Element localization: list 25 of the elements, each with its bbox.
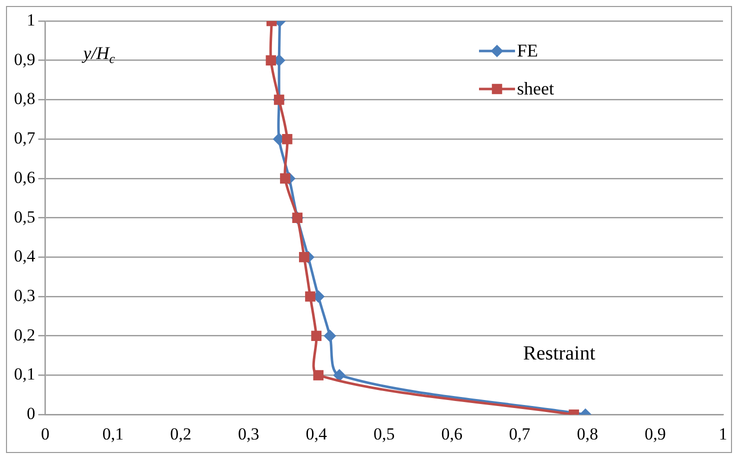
y-tick-label: 0,8: [14, 89, 36, 108]
annotation: Restraint: [523, 342, 596, 364]
x-tick-label: 0,5: [374, 424, 395, 444]
y-tick-label: 0,7: [14, 128, 36, 148]
x-tick-label: 0,8: [576, 424, 598, 444]
y-tick-label: 0,6: [14, 168, 36, 187]
legend-label: FE: [517, 40, 538, 61]
y-tick-label: 0,3: [14, 286, 36, 305]
x-tick-label: 0,7: [509, 424, 531, 444]
x-tick-label: 0,9: [644, 424, 666, 444]
x-tick-label: 0,1: [102, 424, 124, 444]
x-tick-label: 1: [718, 424, 728, 444]
x-tick-label: 0,2: [170, 424, 192, 444]
y-tick-label: 0,4: [14, 246, 36, 266]
x-tick-label: 0,4: [306, 424, 328, 444]
y-tick-label: 0,1: [14, 364, 36, 384]
y-tick-label: 1: [26, 10, 36, 30]
legend-label: sheet: [517, 78, 554, 99]
x-tick-label: 0: [41, 424, 50, 444]
y-tick-label: 0,9: [14, 50, 36, 69]
y-tick-label: 0,5: [14, 207, 36, 226]
x-tick-label: 0,6: [441, 424, 463, 444]
x-tick-label: 0,3: [238, 424, 260, 444]
y-tick-label: 0,2: [14, 325, 36, 344]
y-tick-label: 0: [26, 404, 36, 424]
